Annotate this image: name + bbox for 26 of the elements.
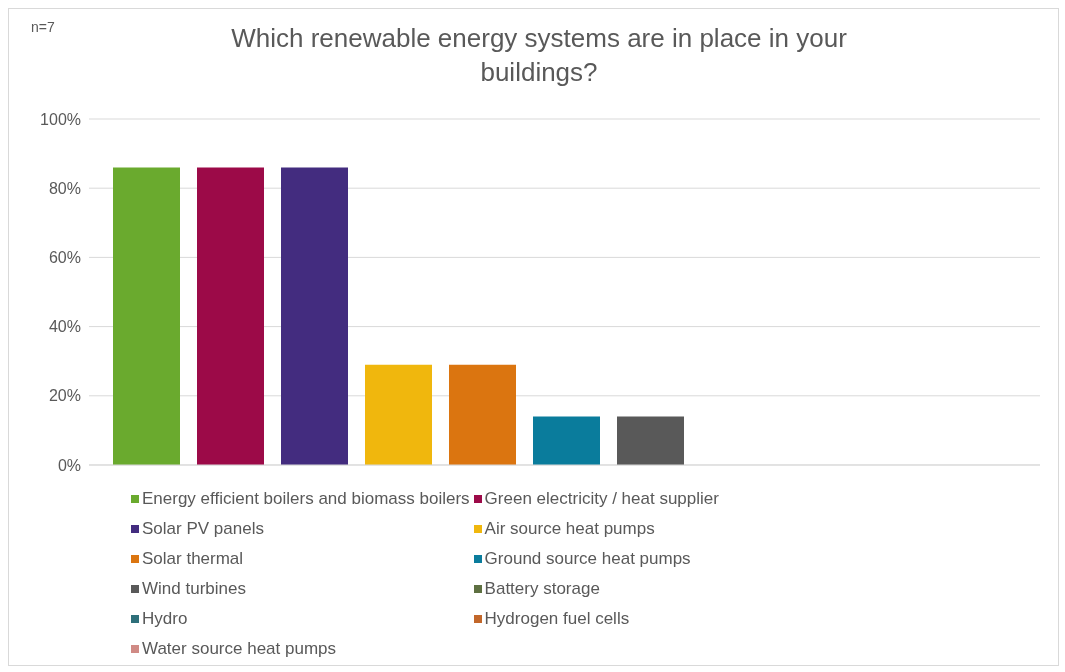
bar — [197, 167, 264, 465]
legend-label: Solar PV panels — [142, 519, 264, 539]
legend-label: Ground source heat pumps — [484, 549, 691, 569]
y-tick-label: 100% — [40, 110, 81, 128]
bar — [449, 364, 516, 465]
legend-label: Hydrogen fuel cells — [484, 609, 630, 629]
bar — [281, 167, 348, 465]
legend-label: Water source heat pumps — [142, 639, 337, 659]
text: n=7 — [31, 19, 55, 35]
bar — [533, 416, 600, 465]
y-tick-label: 80% — [48, 179, 81, 197]
y-tick-label: 60% — [48, 249, 81, 267]
legend-label: Battery storage — [484, 579, 600, 599]
legend-label: Green electricity / heat supplier — [484, 489, 719, 509]
y-tick-label: 0% — [57, 456, 81, 474]
legend-label: Air source heat pumps — [484, 519, 655, 539]
legend-label: Wind turbines — [142, 579, 246, 599]
y-tick-label: 20% — [48, 387, 81, 405]
legend-label: Hydro — [142, 609, 188, 629]
bar — [113, 167, 180, 465]
chart-title: Which renewable energy systems are in place in your buildings? — [231, 23, 847, 87]
legend-label: Energy efficient boilers and biomass boilers — [142, 489, 470, 509]
legend-label: Solar thermal — [142, 549, 244, 569]
bar — [617, 416, 684, 465]
y-tick-label: 40% — [48, 318, 81, 336]
bar — [365, 364, 432, 465]
